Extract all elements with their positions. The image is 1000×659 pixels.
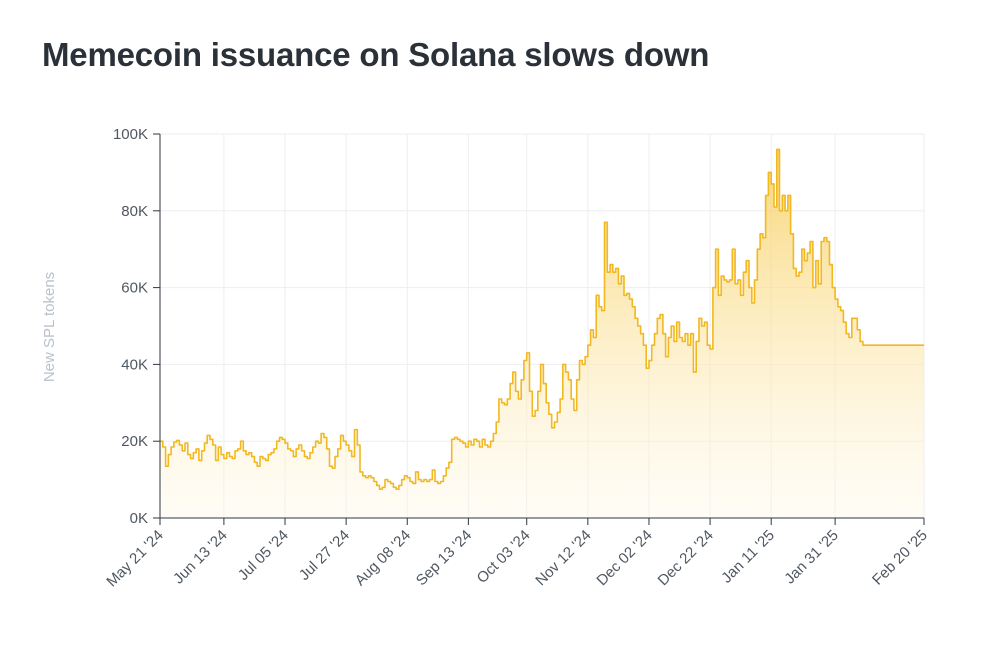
x-tick-label: Sep 13 '24: [413, 527, 475, 589]
x-tick-label: Jan 11 '25: [718, 527, 778, 587]
y-tick-label: 60K: [121, 280, 148, 297]
y-axis-ticks: 0K 20K 40K 60K 80K 100K: [113, 126, 160, 527]
x-tick-label: Jul 27 '24: [296, 527, 353, 584]
series-area: [160, 149, 924, 518]
x-tick-label: Dec 02 '24: [593, 527, 655, 589]
y-tick-label: 100K: [113, 126, 148, 143]
x-tick-label: Feb 20 '25: [869, 527, 931, 589]
x-axis-ticks: May 21 '24 Jun 13 '24 Jul 05 '24 Jul 27 '24…: [103, 518, 931, 590]
x-tick-label: Aug 08 '24: [352, 527, 414, 589]
y-axis-label: New SPL tokens: [41, 272, 58, 382]
y-tick-label: 20K: [121, 433, 148, 450]
x-tick-label: Dec 22 '24: [655, 527, 717, 589]
x-tick-label: Nov 12 '24: [532, 527, 594, 589]
x-tick-label: Jun 13 '24: [170, 527, 231, 588]
x-tick-label: Jul 05 '24: [235, 527, 292, 584]
y-tick-label: 0K: [130, 510, 148, 527]
y-tick-label: 80K: [121, 203, 148, 220]
axes: [159, 134, 924, 519]
y-tick-label: 40K: [121, 356, 148, 373]
chart-title: Memecoin issuance on Solana slows down: [42, 36, 710, 73]
x-tick-label: May 21 '24: [103, 527, 167, 591]
x-tick-label: Oct 03 '24: [474, 527, 534, 587]
x-tick-label: Jan 31 '25: [781, 527, 842, 588]
series-line: [160, 148, 924, 490]
